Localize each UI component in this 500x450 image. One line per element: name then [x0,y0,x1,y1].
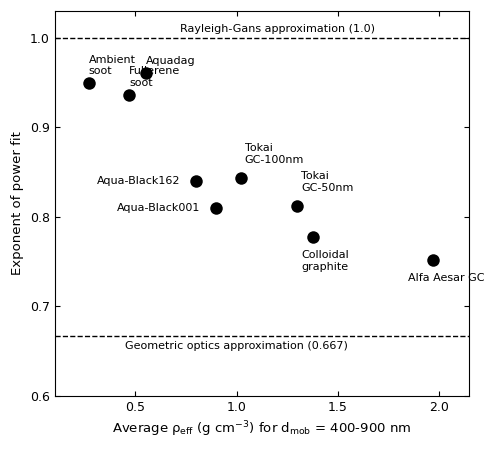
Y-axis label: Exponent of power fit: Exponent of power fit [11,131,24,275]
Text: Tokai
GC-100nm: Tokai GC-100nm [244,144,304,165]
Text: Alfa Aesar GC: Alfa Aesar GC [408,273,485,284]
Text: Fullerene
soot: Fullerene soot [130,67,180,88]
Text: Rayleigh-Gans approximation (1.0): Rayleigh-Gans approximation (1.0) [180,24,375,34]
Text: Tokai
GC-50nm: Tokai GC-50nm [301,171,354,193]
Text: Colloidal
graphite: Colloidal graphite [301,250,349,272]
Text: Aqua-Black001: Aqua-Black001 [117,203,200,213]
Text: Ambient
soot: Ambient soot [89,55,136,76]
X-axis label: Average ρ$_\mathregular{eff}$ (g cm$^\mathregular{-3}$) for d$_\mathregular{mob}: Average ρ$_\mathregular{eff}$ (g cm$^\ma… [112,419,412,439]
Text: Aquadag: Aquadag [146,56,195,66]
Text: Aqua-Black162: Aqua-Black162 [96,176,180,186]
Text: Geometric optics approximation (0.667): Geometric optics approximation (0.667) [126,341,348,351]
